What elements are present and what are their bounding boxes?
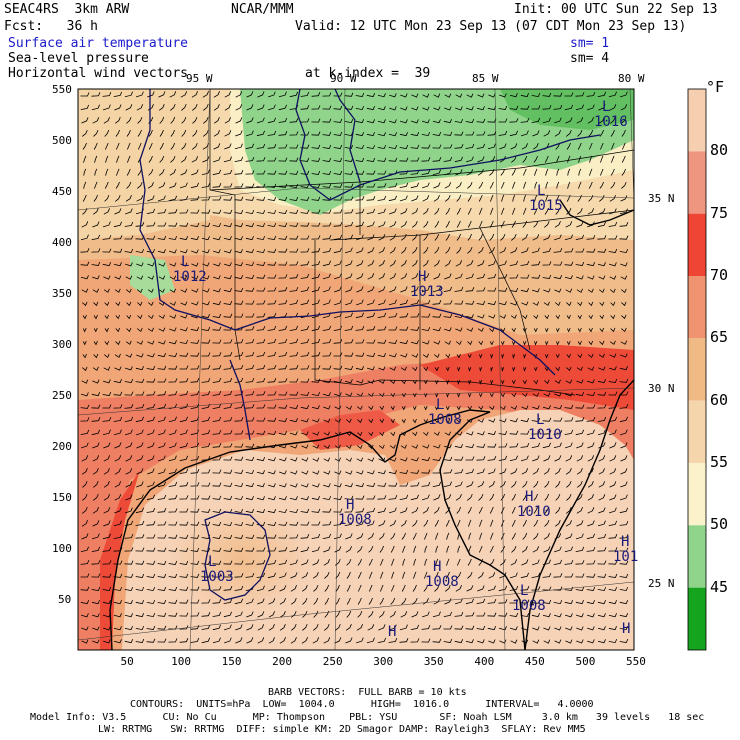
colorbar-label: 60 xyxy=(710,390,729,409)
wind-barbs xyxy=(80,91,629,644)
x-tick-label: 450 xyxy=(524,655,545,668)
pressure-value: 101 xyxy=(613,549,639,565)
pressure-value: 1010 xyxy=(528,427,562,443)
colorbar-swatch xyxy=(688,525,706,588)
model-info: Model Info: V3.5 CU: No Cu MP: Thompson … xyxy=(30,712,705,723)
pressure-value: 1008 xyxy=(428,412,462,428)
y-tick-label: 100 xyxy=(52,542,72,555)
high-pressure-marker: H xyxy=(433,559,442,575)
forecast-hour: Fcst: 36 h xyxy=(4,19,98,34)
x-tick-label: 50 xyxy=(120,655,134,668)
high-pressure-marker: H xyxy=(622,621,631,637)
low-pressure-marker: L xyxy=(602,99,611,115)
center-label: NCAR/MMM xyxy=(231,2,294,17)
y-tick-label: 350 xyxy=(52,287,72,300)
high-pressure-marker: H xyxy=(525,489,534,505)
state-borders xyxy=(209,89,634,396)
valid-time: Valid: 12 UTC Mon 23 Sep 13 (07 CDT Mon … xyxy=(295,19,687,34)
y-tick-label: 300 xyxy=(52,338,72,351)
y-tick-label: 150 xyxy=(52,491,72,504)
low-pressure-marker: L xyxy=(536,412,545,428)
colorbar-label: 70 xyxy=(710,266,729,284)
pressure-value: 1013 xyxy=(410,284,444,300)
colorbar-swatch xyxy=(688,463,706,526)
field-temperature-smoothing: sm= 1 xyxy=(570,36,610,51)
colorbar-swatch xyxy=(688,587,706,650)
temperature-colorbar xyxy=(687,88,707,651)
y-tick-label: 500 xyxy=(52,134,72,147)
y-tick-label: 550 xyxy=(52,83,72,96)
field-pressure-smoothing: sm= 4 xyxy=(570,51,610,66)
low-pressure-marker: L xyxy=(436,397,445,413)
colorbar-label: 65 xyxy=(710,328,729,347)
x-tick-label: 100 xyxy=(171,655,191,668)
init-time: Init: 00 UTC Sun 22 Sep 13 xyxy=(514,2,718,17)
temperature-field xyxy=(78,89,634,650)
low-pressure-marker: L xyxy=(537,183,546,199)
high-pressure-marker: H xyxy=(388,624,397,640)
map-frame xyxy=(77,88,635,651)
pressure-value: 1015 xyxy=(529,198,563,214)
colorbar-swatch xyxy=(688,400,706,463)
y-tick-label: 450 xyxy=(52,185,72,198)
pressure-value: 1010 xyxy=(517,504,551,520)
low-pressure-marker: L xyxy=(181,254,190,270)
low-pressure-marker: L xyxy=(520,583,529,599)
lon-label-85w: 85 W xyxy=(472,72,499,85)
contour-legend: CONTOURS: UNITS=hPa LOW= 1004.0 HIGH= 10… xyxy=(130,699,594,710)
x-tick-label: 350 xyxy=(423,655,444,668)
field-wind: Horizontal wind vectors xyxy=(8,66,189,81)
lon-label-95w: 95 W xyxy=(186,72,213,85)
lat-label-25n: 25 N xyxy=(648,577,675,590)
barb-legend: BARB VECTORS: FULL BARB = 10 kts xyxy=(268,687,467,698)
y-tick-label: 50 xyxy=(58,593,72,606)
colorbar-label: 80 xyxy=(710,141,729,160)
field-temperature: Surface air temperature xyxy=(8,36,189,51)
high-pressure-marker: H xyxy=(621,534,630,550)
x-tick-label: 400 xyxy=(474,655,495,668)
coastline xyxy=(109,199,634,650)
colorbar-label: 55 xyxy=(710,453,729,471)
y-tick-label: 250 xyxy=(52,389,72,402)
colorbar-unit: °F xyxy=(706,78,725,96)
y-tick-label: 200 xyxy=(52,440,72,453)
y-tick-label: 400 xyxy=(52,236,72,249)
wind-barb-glyphs xyxy=(80,91,629,644)
x-tick-label: 500 xyxy=(575,655,596,668)
high-pressure-marker: H xyxy=(418,269,427,285)
colorbar-label: 50 xyxy=(710,515,729,534)
pressure-value: 1016 xyxy=(594,114,628,130)
lat-label-35n: 35 N xyxy=(648,192,675,205)
x-tick-label: 250 xyxy=(322,655,343,668)
x-tick-label: 150 xyxy=(221,655,242,668)
lon-label-90w: 90 W xyxy=(330,72,357,85)
x-tick-label: 200 xyxy=(272,655,293,668)
colorbar-frame xyxy=(687,88,707,651)
x-tick-label: 300 xyxy=(373,655,394,668)
pressure-value: 1008 xyxy=(338,512,372,528)
low-pressure-marker: L xyxy=(208,554,217,570)
lat-label-30n: 30 N xyxy=(648,382,675,395)
model-info-physics: LW: RRTMG SW: RRTMG DIFF: simple KM: 2D … xyxy=(98,724,586,735)
rivers xyxy=(139,89,601,601)
colorbar-swatch xyxy=(688,213,706,276)
colorbar-swatch xyxy=(688,276,706,339)
pressure-value: 1012 xyxy=(173,269,207,285)
colorbar-label: 45 xyxy=(710,577,729,596)
colorbar-swatch xyxy=(688,338,706,401)
field-pressure: Sea-level pressure xyxy=(8,51,149,66)
pressure-value: 1008 xyxy=(425,574,459,590)
level-label: at k-index = 39 xyxy=(305,66,431,81)
pressure-value: 1008 xyxy=(512,598,546,614)
graticule xyxy=(78,89,634,650)
lon-label-80w: 80 W xyxy=(618,72,645,85)
colorbar-swatch xyxy=(688,89,706,152)
x-tick-label: 550 xyxy=(626,655,646,668)
model-title: SEAC4RS 3km ARW xyxy=(4,2,130,17)
high-pressure-marker: H xyxy=(346,497,355,513)
colorbar-label: 75 xyxy=(710,203,729,222)
pressure-value: 1003 xyxy=(200,569,234,585)
colorbar-swatch xyxy=(688,151,706,214)
